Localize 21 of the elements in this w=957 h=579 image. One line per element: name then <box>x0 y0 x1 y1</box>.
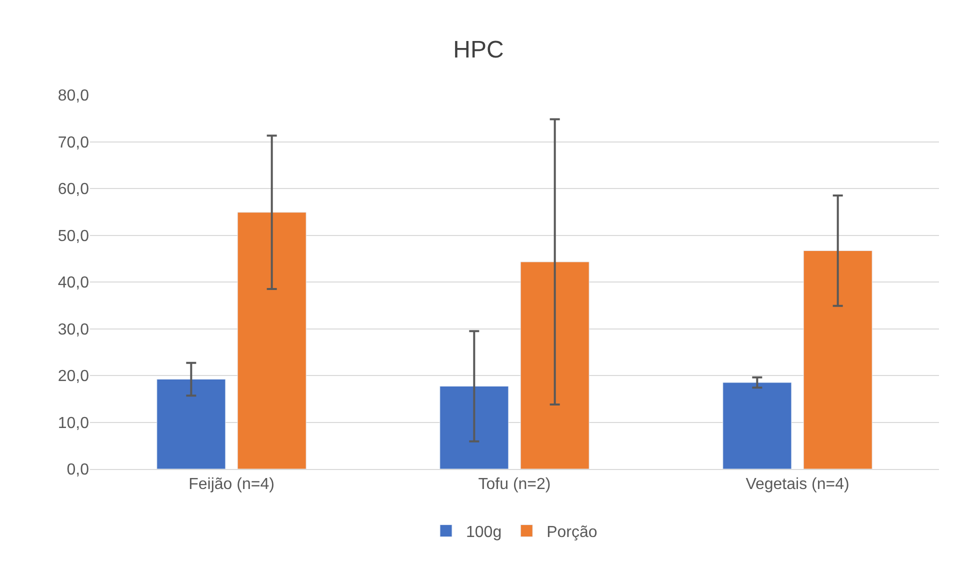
y-tick-label: 70,0 <box>58 134 90 152</box>
bar <box>722 382 792 469</box>
y-tick-label: 30,0 <box>58 321 90 338</box>
y-tick-label: 50,0 <box>58 228 90 245</box>
y-tick-label: 80,0 <box>58 88 90 105</box>
x-tick-label: Vegetais (n=4) <box>746 476 850 494</box>
y-tick-label: 0,0 <box>66 462 90 479</box>
legend-label: Porção <box>546 524 598 542</box>
x-tick-label: Tofu (n=2) <box>478 476 551 494</box>
bar <box>237 212 306 469</box>
chart-title: HPC <box>453 36 504 64</box>
y-tick-label: 10,0 <box>58 414 90 432</box>
x-tick-label: Feijão (n=4) <box>188 476 274 494</box>
y-tick-label: 60,0 <box>58 181 90 198</box>
y-tick-label: 20,0 <box>58 368 90 386</box>
bar <box>156 378 226 469</box>
bar <box>803 250 872 469</box>
bar <box>520 262 590 469</box>
legend-label: 100g <box>466 524 502 542</box>
bar <box>440 386 509 469</box>
y-tick-label: 40,0 <box>58 274 90 292</box>
